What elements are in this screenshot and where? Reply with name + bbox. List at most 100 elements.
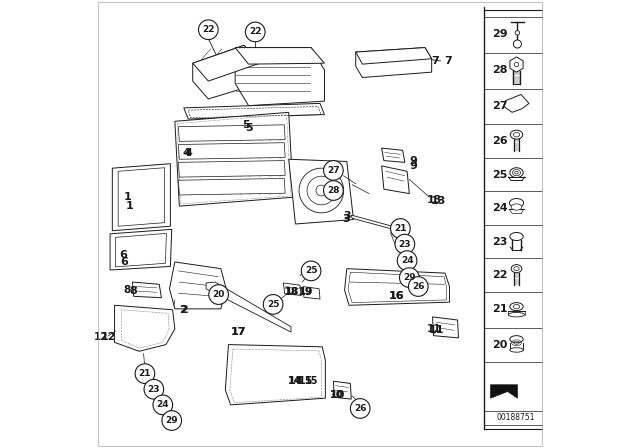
Polygon shape	[333, 381, 351, 399]
Circle shape	[307, 176, 335, 205]
Text: 12: 12	[101, 332, 116, 341]
Polygon shape	[510, 57, 523, 72]
Polygon shape	[381, 148, 405, 162]
Ellipse shape	[510, 233, 524, 241]
Text: 23: 23	[492, 237, 508, 247]
Text: 23: 23	[399, 240, 411, 249]
Text: 21: 21	[492, 304, 508, 314]
Text: 14: 14	[287, 376, 303, 386]
Ellipse shape	[513, 169, 520, 176]
Text: 29: 29	[403, 273, 415, 282]
Circle shape	[153, 395, 173, 415]
Circle shape	[399, 268, 419, 288]
Ellipse shape	[515, 30, 520, 35]
Ellipse shape	[514, 267, 519, 271]
Ellipse shape	[513, 304, 520, 309]
Ellipse shape	[515, 171, 518, 174]
Polygon shape	[351, 215, 401, 232]
Text: 24: 24	[157, 401, 169, 409]
Polygon shape	[184, 103, 324, 119]
Ellipse shape	[513, 40, 522, 48]
Polygon shape	[381, 166, 410, 194]
Text: 24: 24	[492, 203, 508, 213]
Text: 14: 14	[288, 376, 301, 386]
Text: 9: 9	[410, 156, 417, 167]
Polygon shape	[179, 143, 285, 159]
Circle shape	[408, 277, 428, 296]
Text: 17: 17	[231, 327, 246, 337]
Polygon shape	[175, 112, 293, 206]
Ellipse shape	[510, 168, 524, 177]
Circle shape	[395, 234, 415, 254]
Polygon shape	[193, 45, 260, 99]
Polygon shape	[179, 160, 285, 177]
Text: 28: 28	[492, 65, 508, 75]
Ellipse shape	[509, 198, 524, 207]
Polygon shape	[504, 95, 529, 112]
Polygon shape	[225, 345, 325, 405]
Polygon shape	[115, 305, 175, 351]
Text: 25: 25	[267, 300, 279, 309]
Circle shape	[324, 181, 343, 200]
Text: 18: 18	[285, 287, 297, 297]
Ellipse shape	[513, 133, 520, 137]
Polygon shape	[344, 269, 449, 305]
Text: 10: 10	[330, 390, 344, 400]
Text: 00188751: 00188751	[497, 414, 535, 422]
Text: 5: 5	[244, 123, 252, 133]
Polygon shape	[356, 47, 431, 64]
Text: 28: 28	[327, 186, 340, 195]
Text: 19: 19	[300, 287, 312, 297]
Text: 7: 7	[444, 56, 452, 66]
Text: 13: 13	[427, 195, 443, 205]
Text: 26: 26	[492, 136, 508, 146]
Circle shape	[144, 379, 164, 399]
Polygon shape	[115, 233, 166, 267]
Ellipse shape	[511, 204, 522, 210]
Text: 3: 3	[343, 211, 351, 221]
Text: 20: 20	[212, 290, 225, 299]
Text: 22: 22	[492, 270, 508, 280]
Text: 27: 27	[492, 101, 508, 111]
Text: 15: 15	[298, 376, 314, 386]
Text: 29: 29	[165, 416, 178, 425]
Circle shape	[350, 399, 370, 418]
Circle shape	[245, 22, 265, 42]
Circle shape	[263, 295, 283, 314]
Polygon shape	[356, 47, 431, 78]
Text: 13: 13	[431, 196, 446, 206]
Text: 1: 1	[123, 192, 131, 202]
Circle shape	[135, 364, 155, 383]
Polygon shape	[303, 287, 320, 299]
Text: 25: 25	[492, 170, 508, 180]
Text: 15: 15	[305, 376, 319, 386]
Polygon shape	[484, 9, 543, 430]
Text: 11: 11	[427, 324, 442, 334]
Ellipse shape	[510, 348, 524, 352]
Text: 4: 4	[185, 147, 193, 158]
Text: 29: 29	[492, 29, 508, 39]
Text: 11: 11	[428, 325, 444, 335]
Circle shape	[209, 285, 228, 304]
Ellipse shape	[511, 265, 522, 273]
Text: 22: 22	[249, 27, 262, 36]
Circle shape	[397, 251, 417, 271]
Ellipse shape	[510, 302, 524, 310]
Circle shape	[299, 168, 344, 213]
Polygon shape	[132, 282, 161, 297]
Polygon shape	[170, 262, 226, 309]
Text: 6: 6	[120, 257, 129, 267]
Polygon shape	[491, 385, 517, 398]
Circle shape	[198, 20, 218, 39]
Polygon shape	[206, 282, 291, 332]
Circle shape	[301, 261, 321, 281]
Circle shape	[316, 185, 326, 196]
Text: 23: 23	[148, 385, 160, 394]
Polygon shape	[193, 45, 260, 81]
Text: 21: 21	[394, 224, 406, 233]
Circle shape	[162, 411, 182, 431]
Ellipse shape	[510, 130, 523, 139]
Text: 16: 16	[389, 291, 404, 302]
Text: 25: 25	[305, 267, 317, 276]
Polygon shape	[284, 283, 301, 296]
